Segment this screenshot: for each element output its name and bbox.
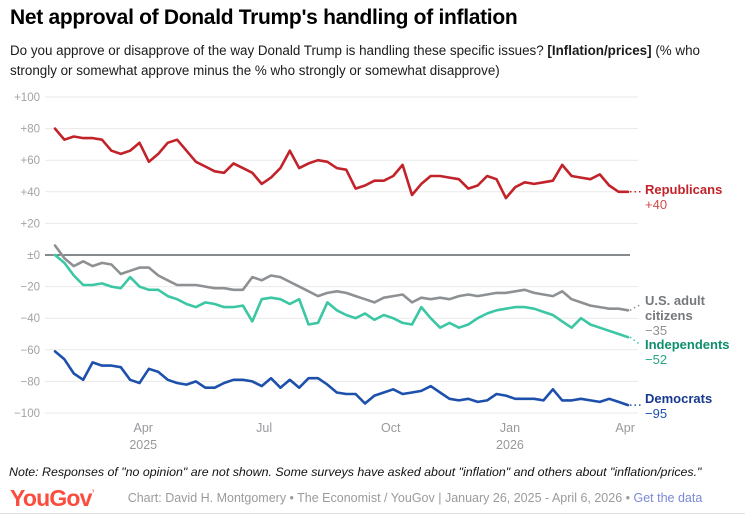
series-end-value: −35 (645, 322, 668, 338)
svg-text:±0: ±0 (27, 250, 40, 262)
subtitle-text-suffix: (% who strongly or somewhat approve minu… (10, 43, 700, 79)
chart-subtitle: Do you approve or disapprove of the way … (10, 41, 726, 81)
subtitle-text: Do you approve or disapprove of the way … (10, 43, 548, 58)
svg-text:+40: +40 (20, 187, 40, 199)
footer-caption: Chart: David H. Montgomery • The Economi… (94, 484, 736, 505)
yougov-logo-text: YouGov (10, 485, 92, 511)
series-end-value: −52 (645, 351, 668, 367)
series-name: Democrats (645, 391, 713, 406)
svg-text:−40: −40 (20, 313, 40, 325)
svg-text:+80: +80 (20, 124, 40, 136)
series-label-independents: Independents −52 (645, 337, 742, 368)
svg-text:+60: +60 (20, 155, 40, 167)
svg-text:−60: −60 (20, 345, 40, 357)
svg-text:2025: 2025 (129, 438, 157, 452)
page-title: Net approval of Donald Trump's handling … (10, 6, 518, 29)
svg-text:Apr: Apr (615, 421, 634, 435)
chart-note: Note: Responses of "no opinion" are not … (9, 465, 702, 479)
svg-text:Jan: Jan (500, 421, 520, 435)
svg-text:−100: −100 (14, 408, 40, 420)
svg-text:2026: 2026 (496, 438, 524, 452)
caption-text: Chart: David H. Montgomery • The Economi… (127, 491, 623, 505)
series-name: U.S. adult citizens (645, 293, 705, 323)
svg-text:−80: −80 (20, 376, 40, 388)
subtitle-bold-segment: [Inflation/prices] (547, 43, 652, 58)
svg-text:Apr: Apr (134, 421, 153, 435)
series-end-value: +40 (645, 196, 668, 212)
yougov-logo: YouGov’ (10, 484, 95, 511)
caption-separator: • (622, 491, 634, 505)
svg-text:Oct: Oct (381, 421, 401, 435)
footer: YouGov’ Chart: David H. Montgomery • The… (10, 484, 736, 510)
series-name: Republicans (645, 182, 723, 197)
yougov-logo-tick: ’ (91, 486, 95, 502)
series-label-democrats: Democrats −95 (645, 391, 742, 422)
svg-text:Jul: Jul (256, 421, 272, 435)
series-end-value: −95 (645, 405, 668, 421)
series-label-republicans: Republicans +40 (645, 182, 742, 213)
get-the-data-link[interactable]: Get the data (633, 491, 703, 505)
svg-text:+100: +100 (14, 92, 40, 104)
svg-text:−20: −20 (20, 282, 40, 294)
series-label-us-adult-citizens: U.S. adult citizens −35 (645, 293, 742, 338)
svg-text:+20: +20 (20, 218, 40, 230)
series-name: Independents (645, 337, 730, 352)
